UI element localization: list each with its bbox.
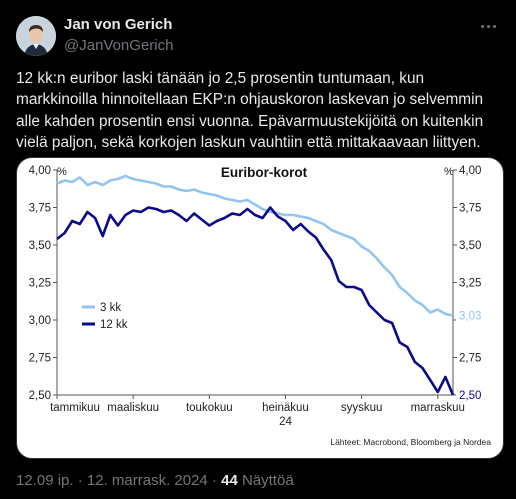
- x-tick-label: toukokuu: [186, 402, 233, 414]
- y-tick-label-right: 3,75: [459, 203, 481, 215]
- y-tick-label-left: 3,50: [29, 240, 51, 252]
- x-tick-label: heinäkuu: [262, 402, 309, 414]
- user-handle[interactable]: @JanVonGerich: [64, 37, 174, 54]
- chart-legend: 3 kk 12 kk: [82, 302, 128, 331]
- y-tick-label-right: 3,50: [459, 240, 481, 252]
- views-count: 44: [221, 472, 238, 489]
- y-tick-label-right: 4,00: [459, 165, 481, 177]
- end-value-label: 3,03: [459, 311, 481, 323]
- end-value-label: 2,50: [459, 390, 481, 402]
- more-dot-icon: [480, 24, 484, 28]
- avatar-image: [16, 16, 56, 56]
- x-tick-label: syyskuu: [341, 402, 383, 414]
- x-tick-label: maaliskuu: [107, 402, 159, 414]
- more-dot-icon: [492, 24, 496, 28]
- y-tick-label-right: 2,75: [459, 353, 481, 365]
- y-tick-label-left: 3,00: [29, 315, 51, 327]
- y-tick-label-left: 4,00: [29, 165, 51, 177]
- end-label-bg: [456, 307, 490, 323]
- right-unit-label: %: [444, 166, 454, 178]
- views-label: Näyttöä: [237, 472, 294, 489]
- tweet-footer: 12.09 ip. · 12. marrask. 2024 · 44 Näytt…: [16, 472, 294, 489]
- series-line-3kk: [56, 174, 454, 317]
- y-tick-label-left: 3,25: [29, 278, 51, 290]
- chart-source: Lähteet: Macrobond, Bloomberg ja Nordea: [330, 437, 491, 447]
- chart-end-labels: 3,03 2,50: [456, 307, 490, 402]
- more-options-button[interactable]: [476, 14, 500, 38]
- avatar[interactable]: [16, 16, 56, 56]
- legend-label: 3 kk: [100, 302, 121, 314]
- x-year-label: 24: [279, 416, 292, 428]
- tweet-media-chart[interactable]: Euribor-korot % % 4,00 4,00 3,75 3,75 3,50 3,…: [16, 157, 504, 459]
- chart-axes: 4,00 4,00 3,75 3,75 3,50 3,50 3,25 3,25 3,00 2,75…: [29, 165, 482, 428]
- y-tick-label-left: 2,75: [29, 353, 51, 365]
- legend-label: 12 kk: [100, 319, 128, 331]
- tweet-text: 12 kk:n euribor laski tänään jo 2,5 pros…: [16, 70, 484, 151]
- end-label-bg: [456, 387, 490, 402]
- series-line-12kk: [56, 206, 455, 396]
- left-unit-label: %: [57, 166, 67, 178]
- euribor-chart: Euribor-korot % % 4,00 4,00 3,75 3,75 3,50 3,…: [29, 165, 492, 447]
- more-dot-icon: [486, 24, 490, 28]
- timestamp[interactable]: 12.09 ip. · 12. marrask. 2024 ·: [16, 472, 222, 489]
- y-tick-label-left: 2,50: [29, 390, 51, 402]
- display-name[interactable]: Jan von Gerich: [64, 16, 173, 33]
- x-tick-label: marraskuu: [411, 402, 465, 414]
- y-tick-label-left: 3,75: [29, 203, 51, 215]
- x-tick-label: tammikuu: [50, 402, 100, 414]
- chart-title: Euribor-korot: [221, 165, 308, 180]
- y-tick-label-right: 3,25: [459, 278, 481, 290]
- chart-lines: [56, 174, 455, 396]
